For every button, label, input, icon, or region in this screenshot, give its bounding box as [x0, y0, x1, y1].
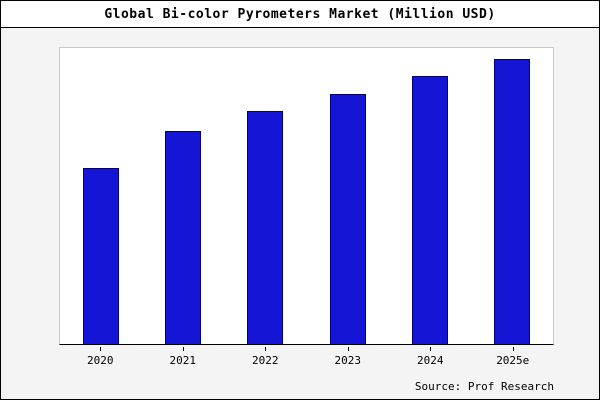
bars-container [60, 48, 553, 344]
bar-slot [471, 48, 553, 344]
x-axis-labels: 2020 2021 2022 2023 2024 2025e [59, 347, 554, 369]
source-text: Source: Prof Research [414, 380, 554, 393]
bar-slot [389, 48, 471, 344]
bar-slot [307, 48, 389, 344]
bar-slot [142, 48, 224, 344]
x-tick-label-2023: 2023 [307, 347, 390, 369]
chart-title-box: Global Bi-color Pyrometers Market (Milli… [1, 1, 599, 28]
x-tick-label-2022: 2022 [224, 347, 307, 369]
bar-2025e [493, 59, 530, 344]
x-tick-label-2024: 2024 [389, 347, 472, 369]
chart-title: Global Bi-color Pyrometers Market (Milli… [104, 6, 496, 22]
bar-2024 [411, 76, 448, 344]
x-tick-label-2021: 2021 [142, 347, 225, 369]
bar-slot [60, 48, 142, 344]
bar-2022 [247, 110, 284, 344]
bar-2023 [329, 93, 366, 344]
bar-2020 [83, 167, 120, 344]
x-tick-label-2025e: 2025e [472, 347, 555, 369]
plot-area [59, 47, 554, 345]
bar-slot [224, 48, 306, 344]
x-tick-label-2020: 2020 [59, 347, 142, 369]
bar-2021 [165, 130, 202, 344]
